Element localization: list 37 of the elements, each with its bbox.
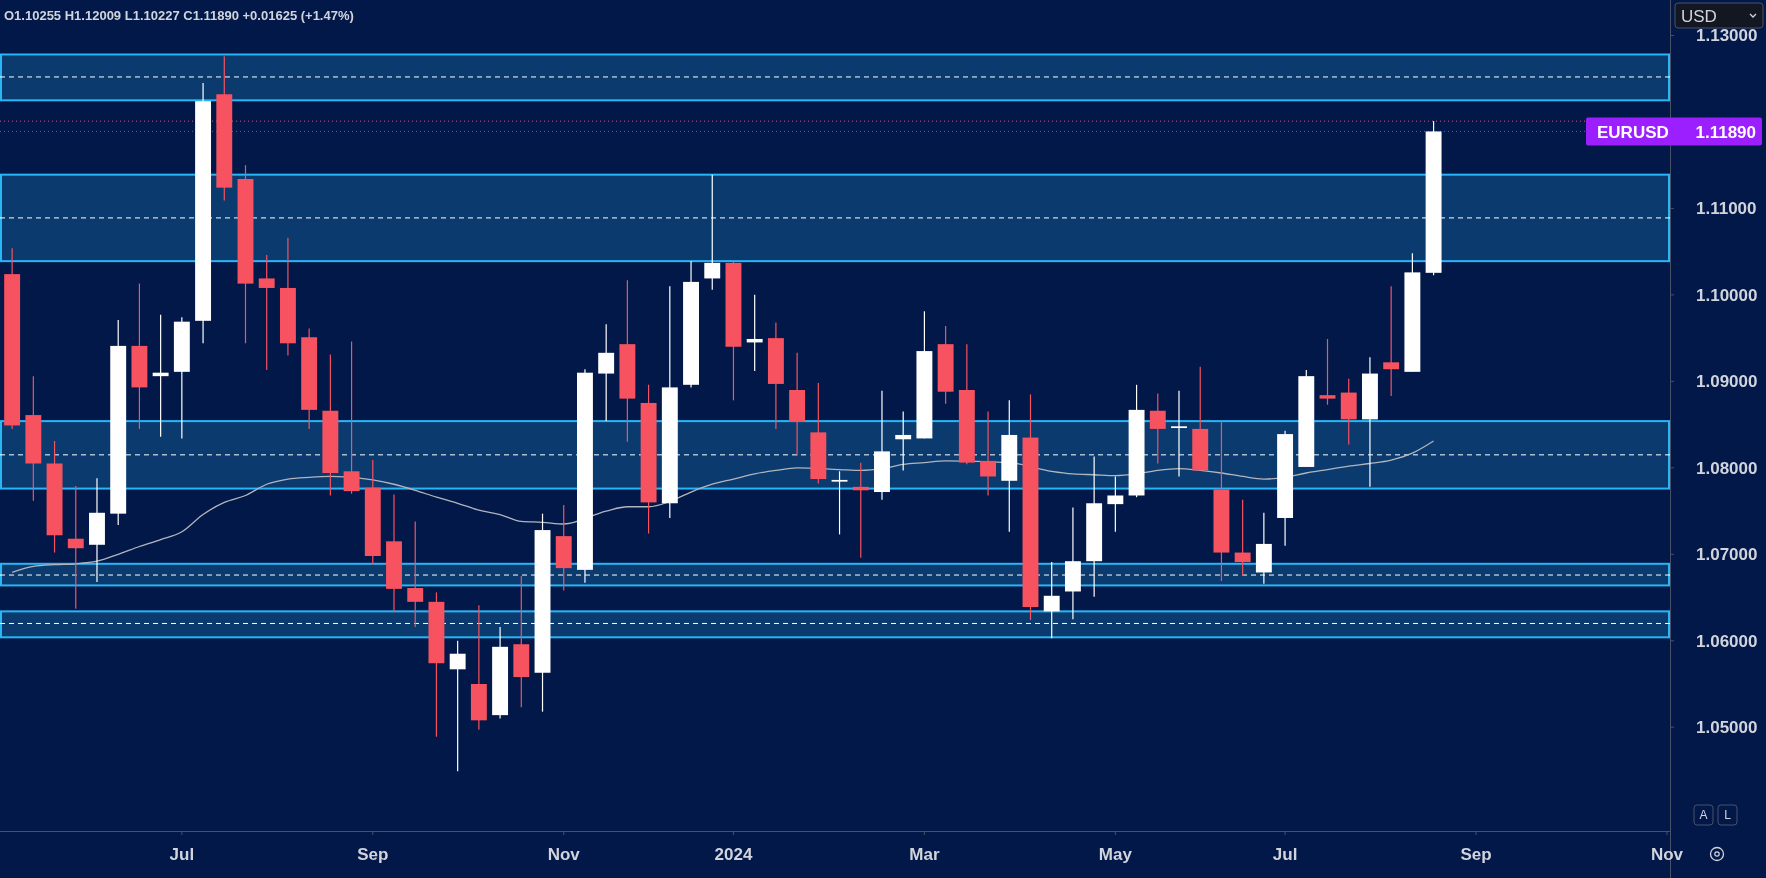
text: USD [1681, 7, 1717, 27]
y-tick-label: 1.11000 [1696, 199, 1757, 219]
candlestick [343, 340, 360, 495]
x-tick-label: Sep [1460, 845, 1492, 864]
candlestick [1383, 285, 1400, 397]
candlestick [1149, 392, 1166, 465]
y-tick-label: 1.13000 [1696, 26, 1758, 46]
x-tick-label: Jul [1272, 845, 1298, 864]
x-tick-label: Sep [357, 845, 389, 864]
y-tick-label: 1.05000 [1696, 718, 1758, 738]
text: A [1699, 808, 1708, 823]
text: 1.11890 [1695, 122, 1756, 142]
ref-line-label: EURUSD [1597, 122, 1669, 142]
candlestick [1107, 475, 1124, 533]
y-tick-label: 1.09000 [1696, 372, 1758, 392]
x-tick-label: 2024 [714, 845, 753, 864]
y-tick-label: 1.06000 [1696, 631, 1758, 651]
line-series [11, 440, 1435, 574]
annotation: O1.10255 H1.12009 L1.10227 C1.11890 +0.01625 (+1.47%) [4, 8, 354, 23]
x-tick-label: May [1098, 845, 1133, 864]
candlestick [449, 640, 466, 772]
text: L [1724, 808, 1732, 823]
candlestick [258, 254, 275, 371]
candlestick [1319, 338, 1336, 406]
candlestick [831, 470, 848, 535]
candlestick [980, 411, 997, 497]
x-tick-label: Nov [547, 845, 581, 864]
y-tick-label: 1.10000 [1696, 285, 1758, 305]
y-tick-label: 1.08000 [1696, 458, 1758, 478]
candlestick [67, 485, 84, 610]
candlestick [407, 520, 424, 628]
candlestick [598, 323, 615, 422]
x-tick-label: Mar [909, 845, 940, 864]
x-tick-label: Nov [1650, 845, 1684, 864]
candlestick [1234, 499, 1251, 577]
x-tick-label: Jul [169, 845, 195, 864]
y-tick-label: 1.07000 [1696, 545, 1758, 565]
